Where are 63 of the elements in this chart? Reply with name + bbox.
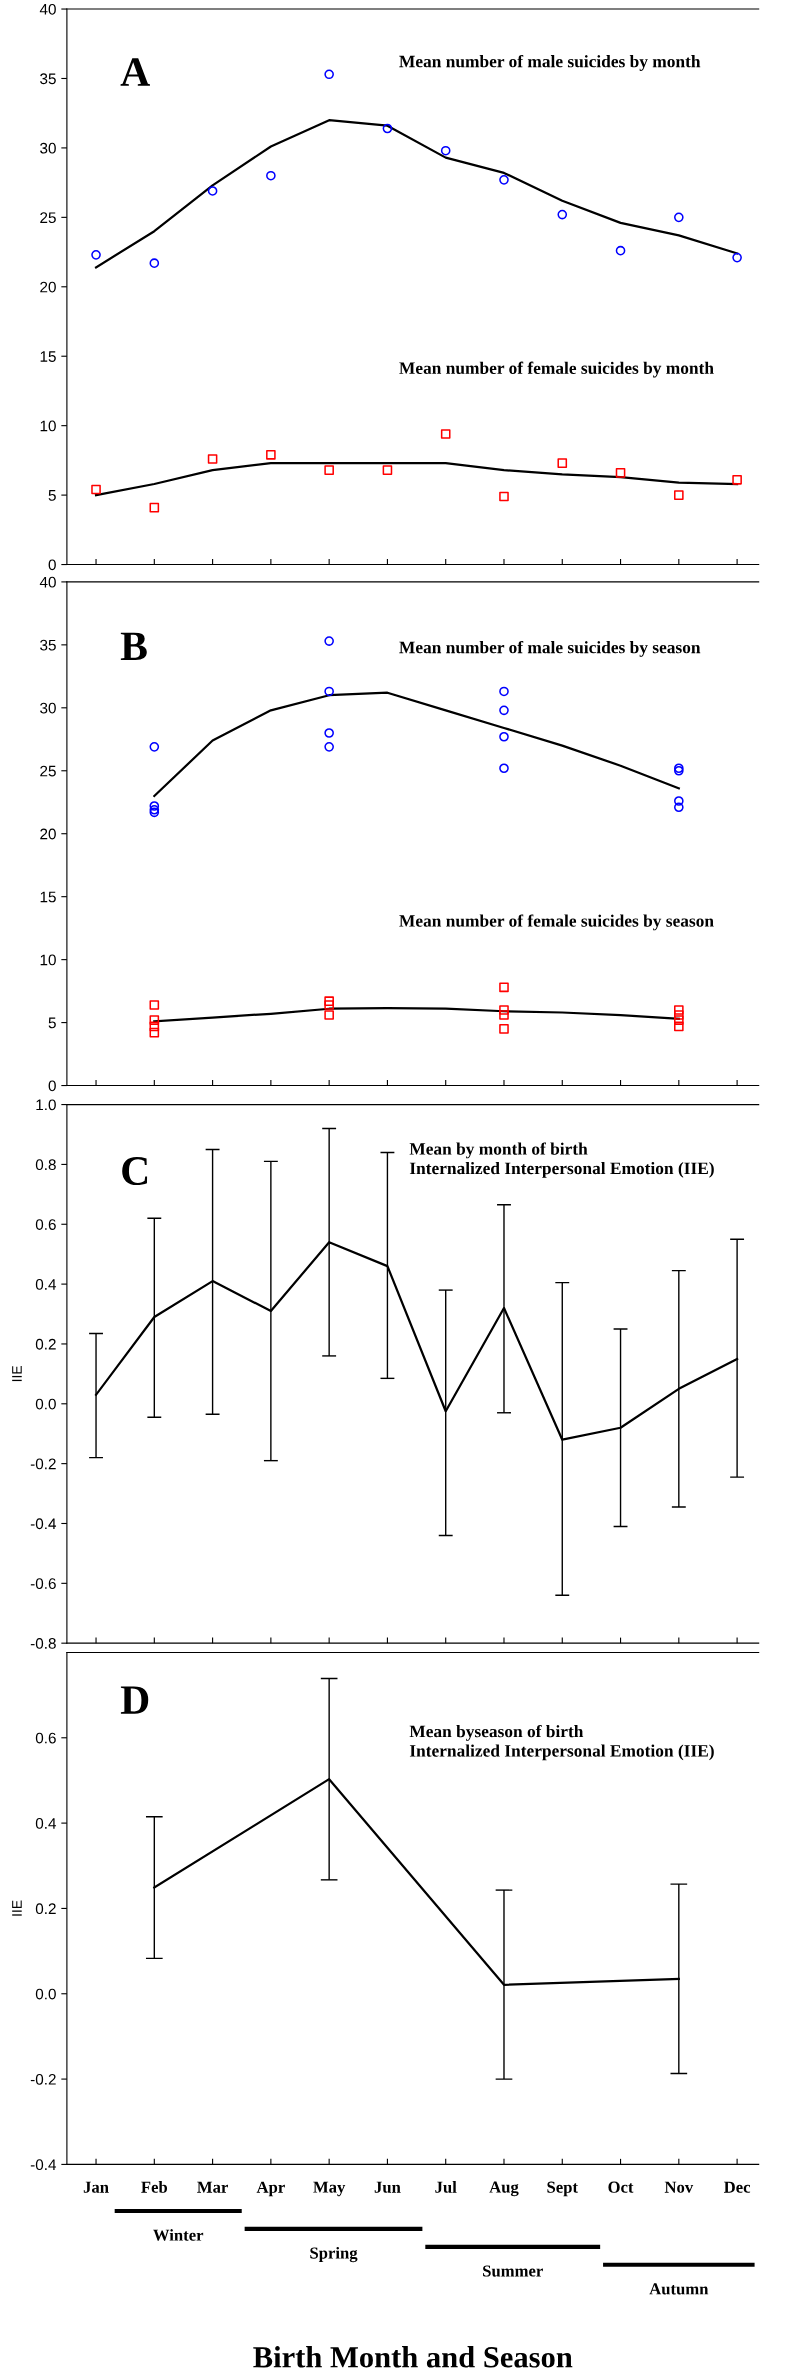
y-tick-label: 10 <box>40 420 56 432</box>
y-tick-label: 15 <box>40 351 56 362</box>
annotation: D <box>120 1686 149 1714</box>
y-tick-label: -0.4 <box>30 1518 57 1530</box>
x-tick-label: Jul <box>435 2181 457 2193</box>
y-tick-label: 0.0 <box>35 1398 56 1410</box>
text: Summer <box>483 2265 543 2277</box>
x-tick-label: Apr <box>256 2181 285 2197</box>
y-tick-label: 0.0 <box>35 1988 56 2000</box>
y-tick-label: 25 <box>40 212 56 224</box>
text: Spring <box>310 2246 358 2263</box>
y-tick-label: 1.0 <box>36 1099 56 1111</box>
annotation: Mean by month of birth Internalized Interpersonal Emotion (IIE) <box>409 1142 714 1178</box>
y-tick-label: -0.8 <box>30 1638 56 1649</box>
y-tick-label: 5 <box>48 1017 56 1029</box>
y-tick-label: 20 <box>40 281 56 293</box>
y-tick-label: 0.2 <box>35 1903 56 1915</box>
y-tick-label: 15 <box>40 891 56 903</box>
y-tick-label: 0.8 <box>35 1159 56 1171</box>
annotation: Mean byseason of birth Internalized Interpersonal Emotion (IIE) <box>409 1724 714 1761</box>
y-tick-label: -0.4 <box>30 2159 57 2171</box>
x-tick-label: Feb <box>141 2181 168 2193</box>
annotation: B <box>120 632 147 661</box>
y-tick-label: 0 <box>48 559 56 571</box>
annotation: C <box>122 1157 148 1186</box>
y-tick-label: 10 <box>40 954 56 966</box>
x-axis-title: Birth Month and Season <box>253 2346 573 2368</box>
x-tick-label: Jun <box>374 2181 401 2193</box>
text: Autumn <box>649 2283 709 2295</box>
text: Winter <box>153 2229 204 2241</box>
y-tick-label: 0 <box>48 1080 56 1092</box>
y-tick-label: 0.6 <box>35 1219 56 1230</box>
y-axis-title: IIE <box>12 1900 22 1916</box>
x-tick-label: Jan <box>83 2181 109 2193</box>
y-tick-label: -0.2 <box>30 1458 56 1470</box>
y-tick-label: 35 <box>40 639 56 651</box>
annotation: Mean number of male suicides by month <box>399 54 701 71</box>
y-tick-label: -0.2 <box>30 2073 56 2085</box>
x-tick-label: Aug <box>489 2181 519 2197</box>
x-tick-label: Oct <box>608 2181 634 2193</box>
annotation: Mean number of female suicides by season <box>399 914 714 931</box>
y-tick-label: 20 <box>40 828 56 840</box>
y-tick-label: 5 <box>48 490 56 501</box>
y-axis-title: IIE <box>12 1365 22 1382</box>
y-tick-label: 40 <box>39 576 56 588</box>
x-tick-label: Nov <box>664 2181 694 2193</box>
y-tick-label: 0.4 <box>35 1278 57 1290</box>
y-tick-label: 30 <box>40 142 56 154</box>
y-tick-label: 0.6 <box>35 1732 56 1744</box>
y-tick-label: 0.4 <box>35 1817 57 1829</box>
annotation: Mean number of male suicides by season <box>399 640 701 657</box>
annotation: A <box>120 58 150 86</box>
annotation: Mean number of female suicides by month <box>399 361 714 378</box>
y-tick-label: -0.6 <box>30 1578 56 1590</box>
x-tick-label: Mar <box>197 2181 228 2193</box>
y-tick-label: 30 <box>40 702 56 714</box>
x-tick-label: Sept <box>547 2181 578 2197</box>
y-tick-label: 0.2 <box>35 1338 56 1350</box>
x-tick-label: May <box>313 2181 346 2197</box>
y-tick-label: 40 <box>39 3 56 15</box>
y-tick-label: 35 <box>40 73 56 85</box>
y-tick-label: 25 <box>40 765 56 777</box>
x-tick-label: Dec <box>723 2181 751 2193</box>
